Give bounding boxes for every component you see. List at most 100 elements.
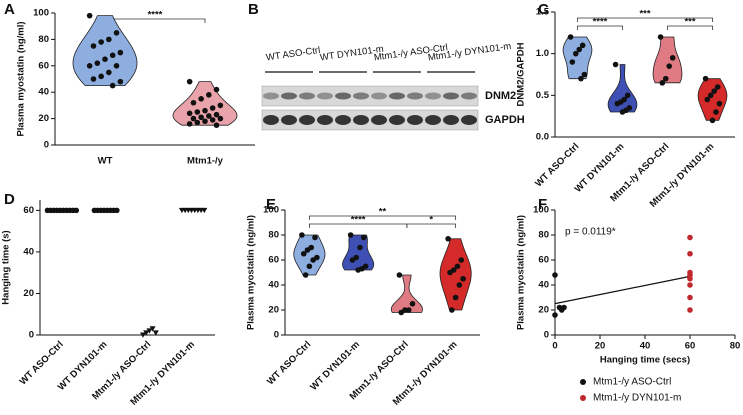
y-tick-label: 20 [23, 288, 34, 299]
blot-band [443, 115, 459, 125]
data-point [312, 234, 318, 241]
data-point [306, 263, 313, 270]
y-axis-label: Plasma myostatin (ng/ml) [516, 215, 527, 330]
data-point [90, 76, 97, 82]
legend-label: Mtm1-/y DYN101-m [593, 393, 681, 404]
y-tick-label: 100 [33, 8, 49, 19]
y-tick-label: 20 [268, 305, 279, 316]
data-point [198, 114, 204, 121]
data-point [349, 257, 356, 263]
x-tick-label: 0 [552, 341, 557, 352]
band-label: DNM2 [485, 90, 516, 102]
panel-letter: E [266, 196, 276, 213]
data-point [98, 39, 104, 45]
violin [390, 274, 423, 313]
significance-bracket [577, 25, 623, 30]
blot-band [353, 115, 369, 125]
data-point [206, 92, 212, 98]
data-point [357, 244, 363, 251]
data-point [106, 36, 112, 43]
data-point [109, 82, 116, 89]
data-point [702, 75, 709, 82]
blot-band [299, 92, 315, 100]
blot-band [389, 115, 405, 125]
data-point [190, 115, 197, 122]
data-point [360, 234, 367, 241]
data-point [355, 267, 361, 273]
data-point [612, 61, 619, 68]
y-tick-label: 40 [23, 246, 34, 257]
data-point [707, 92, 714, 99]
data-point [657, 34, 664, 40]
data-point [94, 60, 101, 66]
legend-marker [580, 395, 586, 401]
data-point [713, 109, 719, 115]
data-point [711, 88, 718, 94]
data-point [716, 100, 723, 107]
data-point [614, 100, 621, 107]
panel-letter: B [248, 1, 259, 18]
blot-band [335, 115, 351, 125]
band-label: GAPDH [485, 114, 525, 126]
data-point [669, 55, 676, 61]
data-point [460, 275, 466, 282]
data-point [687, 294, 693, 301]
data-point [409, 300, 416, 307]
data-point [113, 30, 120, 36]
data-point [194, 119, 201, 126]
data-point [198, 96, 204, 102]
data-point [304, 247, 311, 253]
data-point [217, 102, 224, 109]
data-point [143, 330, 150, 336]
data-point [662, 75, 669, 82]
significance-label: *** [639, 9, 650, 20]
data-point [666, 63, 673, 69]
data-point [567, 34, 574, 40]
data-point [206, 113, 212, 119]
violin [342, 234, 375, 271]
blot-band [335, 92, 351, 100]
data-point [687, 250, 693, 257]
y-tick-label: 60 [268, 255, 279, 266]
data-point [619, 109, 626, 115]
data-point [452, 294, 459, 301]
y-tick-label: 40 [538, 280, 549, 291]
data-point [209, 105, 216, 111]
data-point [202, 107, 208, 114]
violin [697, 78, 728, 121]
panel-letter: D [4, 191, 15, 208]
data-point [704, 96, 711, 103]
significance-label: *** [684, 17, 695, 28]
legend-label: Mtm1-/y ASO-Ctrl [593, 377, 671, 388]
y-tick-label: 100 [533, 205, 549, 216]
blot-strip [261, 109, 479, 131]
data-point [152, 330, 159, 336]
blot-band [281, 115, 297, 125]
y-tick-label: 20 [538, 305, 549, 316]
trend-line [554, 275, 691, 305]
significance-bracket [667, 25, 713, 30]
data-point [73, 207, 80, 214]
data-point [624, 92, 631, 99]
x-tick-label: WT ASO-Ctrl [18, 339, 66, 387]
data-point [213, 111, 220, 118]
data-point [186, 78, 193, 85]
data-point [456, 282, 463, 288]
x-tick-label: 80 [730, 341, 741, 352]
significance-label: **** [148, 10, 163, 21]
data-point [190, 99, 197, 106]
significance-label: **** [351, 215, 366, 226]
annotation: p = 0.0119* [565, 227, 616, 238]
y-axis-label: DNM2/GAPDH [516, 42, 527, 106]
data-point [86, 63, 93, 69]
significance-bracket [577, 17, 713, 22]
y-tick-label: 100 [263, 205, 279, 216]
data-point [213, 86, 220, 93]
data-point [659, 80, 666, 86]
blot-band [263, 92, 279, 100]
data-point [576, 46, 583, 53]
y-tick-label: 40 [268, 280, 279, 291]
data-point [113, 63, 120, 69]
data-point [102, 56, 108, 62]
